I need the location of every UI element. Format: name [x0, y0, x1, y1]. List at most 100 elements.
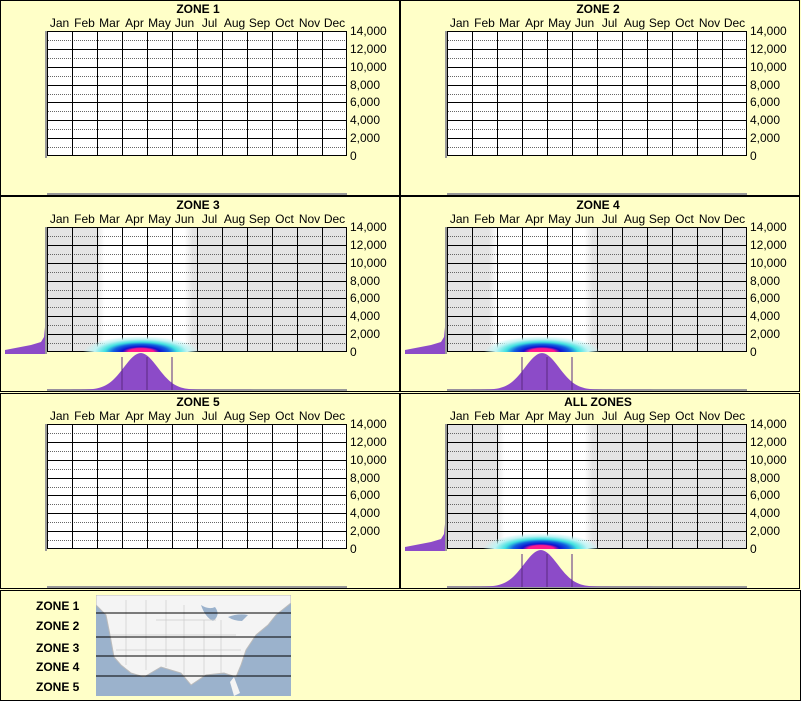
month-gridline: [472, 227, 473, 352]
month-gridline: [472, 424, 473, 549]
month-gridline: [497, 227, 498, 352]
zone-label-4: ZONE 4: [36, 660, 80, 674]
month-tick-label: Mar: [499, 409, 520, 423]
y-tick-label: 4,000: [350, 506, 381, 521]
month-tick-label: Jan: [449, 16, 470, 30]
month-gridline: [622, 31, 623, 156]
month-gridline: [197, 424, 198, 549]
month-tick-label: Apr: [525, 409, 544, 423]
month-tick-label: Oct: [275, 212, 294, 226]
month-gridline: [547, 31, 548, 156]
month-tick-label: May: [548, 212, 571, 226]
chart-panel-1: ZONE 1 Jan Feb Mar Apr May Jun Jul Aug Sep Oct Nov D…: [0, 0, 400, 196]
month-gridline: [72, 424, 73, 549]
month-gridline: [272, 227, 273, 352]
month-gridline: [697, 31, 698, 156]
month-gridline: [247, 227, 248, 352]
chart-title: ZONE 2: [576, 2, 620, 16]
y-tick-label: 0: [350, 542, 357, 556]
plot-area: [47, 31, 347, 156]
distribution-curves: [405, 327, 747, 390]
y-axis-bar: [45, 227, 47, 354]
y-axis-bar: [45, 31, 47, 158]
plot-border-bottom: [47, 155, 347, 156]
y-tick-label: 10,000: [350, 255, 387, 270]
month-gridline: [247, 424, 248, 549]
y-tick-label: 2,000: [750, 327, 781, 342]
month-gridline: [622, 227, 623, 352]
month-gridline: [172, 424, 173, 549]
y-tick-label: 0: [350, 345, 357, 359]
month-tick-label: Oct: [675, 212, 694, 226]
month-gridline: [197, 227, 198, 352]
month-tick-label: Apr: [525, 212, 544, 226]
y-tick-label: 12,000: [350, 434, 387, 449]
month-tick-label: Apr: [125, 212, 144, 226]
y-tick-label: 14,000: [350, 24, 387, 38]
month-tick-label: Nov: [298, 212, 321, 226]
month-tick-label: Sep: [248, 212, 271, 226]
plot-area: [447, 227, 747, 352]
month-tick-label: Nov: [698, 212, 721, 226]
y-tick-label: 14,000: [750, 220, 787, 234]
y-tick-label: 14,000: [750, 24, 787, 38]
y-tick-label: 10,000: [750, 452, 787, 467]
month-gridline: [722, 424, 723, 549]
bottom-axis-bar: [47, 193, 347, 195]
y-tick-label: 0: [750, 149, 757, 163]
y-tick-label: 12,000: [350, 41, 387, 56]
month-gridline: [97, 424, 98, 549]
month-tick-label: Nov: [698, 16, 721, 30]
month-gridline: [697, 227, 698, 352]
y-tick-label: 6,000: [350, 95, 381, 110]
distribution-curves: [405, 524, 747, 587]
plot-border-top: [47, 227, 347, 228]
month-gridline: [522, 227, 523, 352]
plot-area: [47, 424, 347, 549]
month-tick-label: Oct: [275, 409, 294, 423]
month-tick-label: Sep: [648, 212, 671, 226]
month-tick-label: Feb: [74, 212, 95, 226]
month-gridline: [522, 31, 523, 156]
plot-border-left: [447, 424, 448, 549]
month-gridline: [222, 31, 223, 156]
month-gridline: [122, 424, 123, 549]
y-tick-label: 6,000: [350, 291, 381, 306]
density-heatmap-blob: [482, 533, 599, 549]
plot-border-right: [346, 227, 347, 352]
y-tick-label: 4,000: [350, 113, 381, 128]
usa-map-image: [96, 595, 291, 696]
month-gridline: [697, 424, 698, 549]
month-gridline: [647, 227, 648, 352]
plot-border-left: [47, 424, 48, 549]
y-tick-label: 14,000: [350, 417, 387, 431]
month-gridline: [572, 424, 573, 549]
month-tick-label: Sep: [648, 409, 671, 423]
month-tick-label: May: [148, 212, 171, 226]
elevation-distribution-curve: [405, 327, 445, 354]
month-tick-label: Aug: [223, 212, 246, 226]
month-gridline: [672, 227, 673, 352]
month-tick-label: Sep: [248, 16, 271, 30]
plot-border-right: [346, 31, 347, 156]
month-gridline: [722, 31, 723, 156]
month-gridline: [297, 424, 298, 549]
month-gridline: [122, 31, 123, 156]
plot-area: [447, 424, 747, 549]
plot-border-bottom: [447, 155, 747, 156]
month-tick-label: Jun: [574, 212, 595, 226]
month-gridline: [472, 31, 473, 156]
chart-panel-5: ZONE 5 Jan Feb Mar Apr May Jun Jul Aug Sep Oct Nov D…: [0, 393, 400, 589]
month-tick-label: Jun: [574, 409, 595, 423]
month-tick-label: Jun: [574, 16, 595, 30]
month-gridline: [547, 227, 548, 352]
month-tick-label: Jun: [174, 409, 195, 423]
month-gridline: [272, 424, 273, 549]
y-tick-label: 10,000: [750, 255, 787, 270]
y-tick-label: 6,000: [750, 488, 781, 503]
month-gridline: [647, 424, 648, 549]
y-tick-label: 2,000: [750, 524, 781, 539]
y-tick-label: 12,000: [750, 41, 787, 56]
y-tick-label: 4,000: [350, 309, 381, 324]
month-tick-label: May: [548, 409, 571, 423]
